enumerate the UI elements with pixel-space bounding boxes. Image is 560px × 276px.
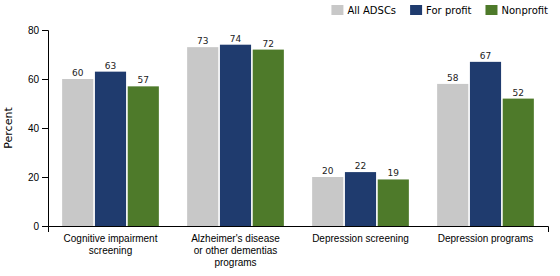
x-tick-label-line: Alzheimer's disease [191,233,280,244]
y-tick-label: 0 [33,221,39,232]
legend: All ADSCs For profit Nonprofit [331,5,548,16]
x-axis-line [49,227,549,233]
legend-label: All ADSCs [347,5,396,16]
data-label: 52 [513,88,524,98]
bar [62,79,93,226]
y-axis-line [42,31,49,227]
bar [470,62,501,226]
x-tick-label-line: programs [214,257,256,268]
y-tick: 0 [33,221,48,232]
y-tick: 80 [28,25,48,36]
plot: 0 20 40 60 80 Cognitive impairmentscreening Al… [2,25,549,268]
x-tick: Alzheimer's diseaseor other dementiaspro… [191,233,280,268]
y-tick-mark [42,128,48,129]
x-tick-label-line: Depression screening [312,233,409,244]
data-label: 58 [447,73,459,83]
data-label: 20 [322,166,334,176]
x-tick-label-line: screening [89,245,132,256]
x-tick: Depression screening [312,233,409,244]
data-label: 60 [72,68,84,78]
y-tick-mark [42,79,48,80]
data-label: 22 [355,161,366,171]
data-label: 72 [263,39,274,49]
bar [95,72,126,226]
bar [253,50,284,226]
y-tick: 40 [28,123,48,134]
x-tick: Cognitive impairmentscreening [64,233,158,256]
x-tick-label-line: Depression programs [438,233,534,244]
legend-item: For profit [410,5,471,16]
x-tick-label: Depression programs [438,233,534,244]
y-tick-label: 20 [28,172,40,183]
y-axis-title: Percent [2,107,15,149]
legend-label: For profit [426,5,471,16]
bar [503,99,534,226]
bar [345,172,376,226]
y-tick-label: 80 [28,25,40,36]
legend-item: All ADSCs [331,5,396,16]
x-tick-label: Alzheimer's diseaseor other dementiaspro… [191,233,280,268]
data-label: 74 [230,34,242,44]
x-tick-label: Depression screening [312,233,409,244]
x-tick-label-line: or other dementias [194,245,277,256]
legend-label: Nonprofit [501,5,548,16]
bar [312,177,343,226]
bar [437,84,468,226]
legend-swatch [410,5,422,15]
legend-item: Nonprofit [485,5,548,16]
y-tick-label: 60 [28,74,40,85]
y-tick-mark [42,30,48,31]
data-label: 19 [388,168,400,178]
bar [187,47,218,226]
y-tick-mark [42,226,48,227]
y-tick: 20 [28,172,48,183]
data-label: 63 [105,61,116,71]
x-tick-label: Cognitive impairmentscreening [64,233,158,256]
x-axis: Cognitive impairmentscreening Alzheimer's… [49,227,549,269]
y-tick: 60 [28,74,48,85]
y-axis: 0 20 40 60 80 [28,25,49,232]
bar [378,179,409,226]
x-tick: Depression programs [438,233,534,244]
x-tick-label-line: Cognitive impairment [64,233,158,244]
chart: 0 20 40 60 80 Cognitive impairmentscreening Al… [0,0,560,276]
bar [220,45,251,226]
y-tick-label: 40 [28,123,40,134]
bar [128,86,159,226]
data-label: 57 [138,75,149,85]
legend-swatch [331,5,343,15]
bars [62,45,534,226]
y-tick-mark [42,177,48,178]
data-label: 73 [197,36,208,46]
data-labels: 60 73 20 58 63 74 22 67 57 72 19 52 [72,34,524,179]
legend-swatch [485,5,497,15]
data-label: 67 [480,51,491,61]
